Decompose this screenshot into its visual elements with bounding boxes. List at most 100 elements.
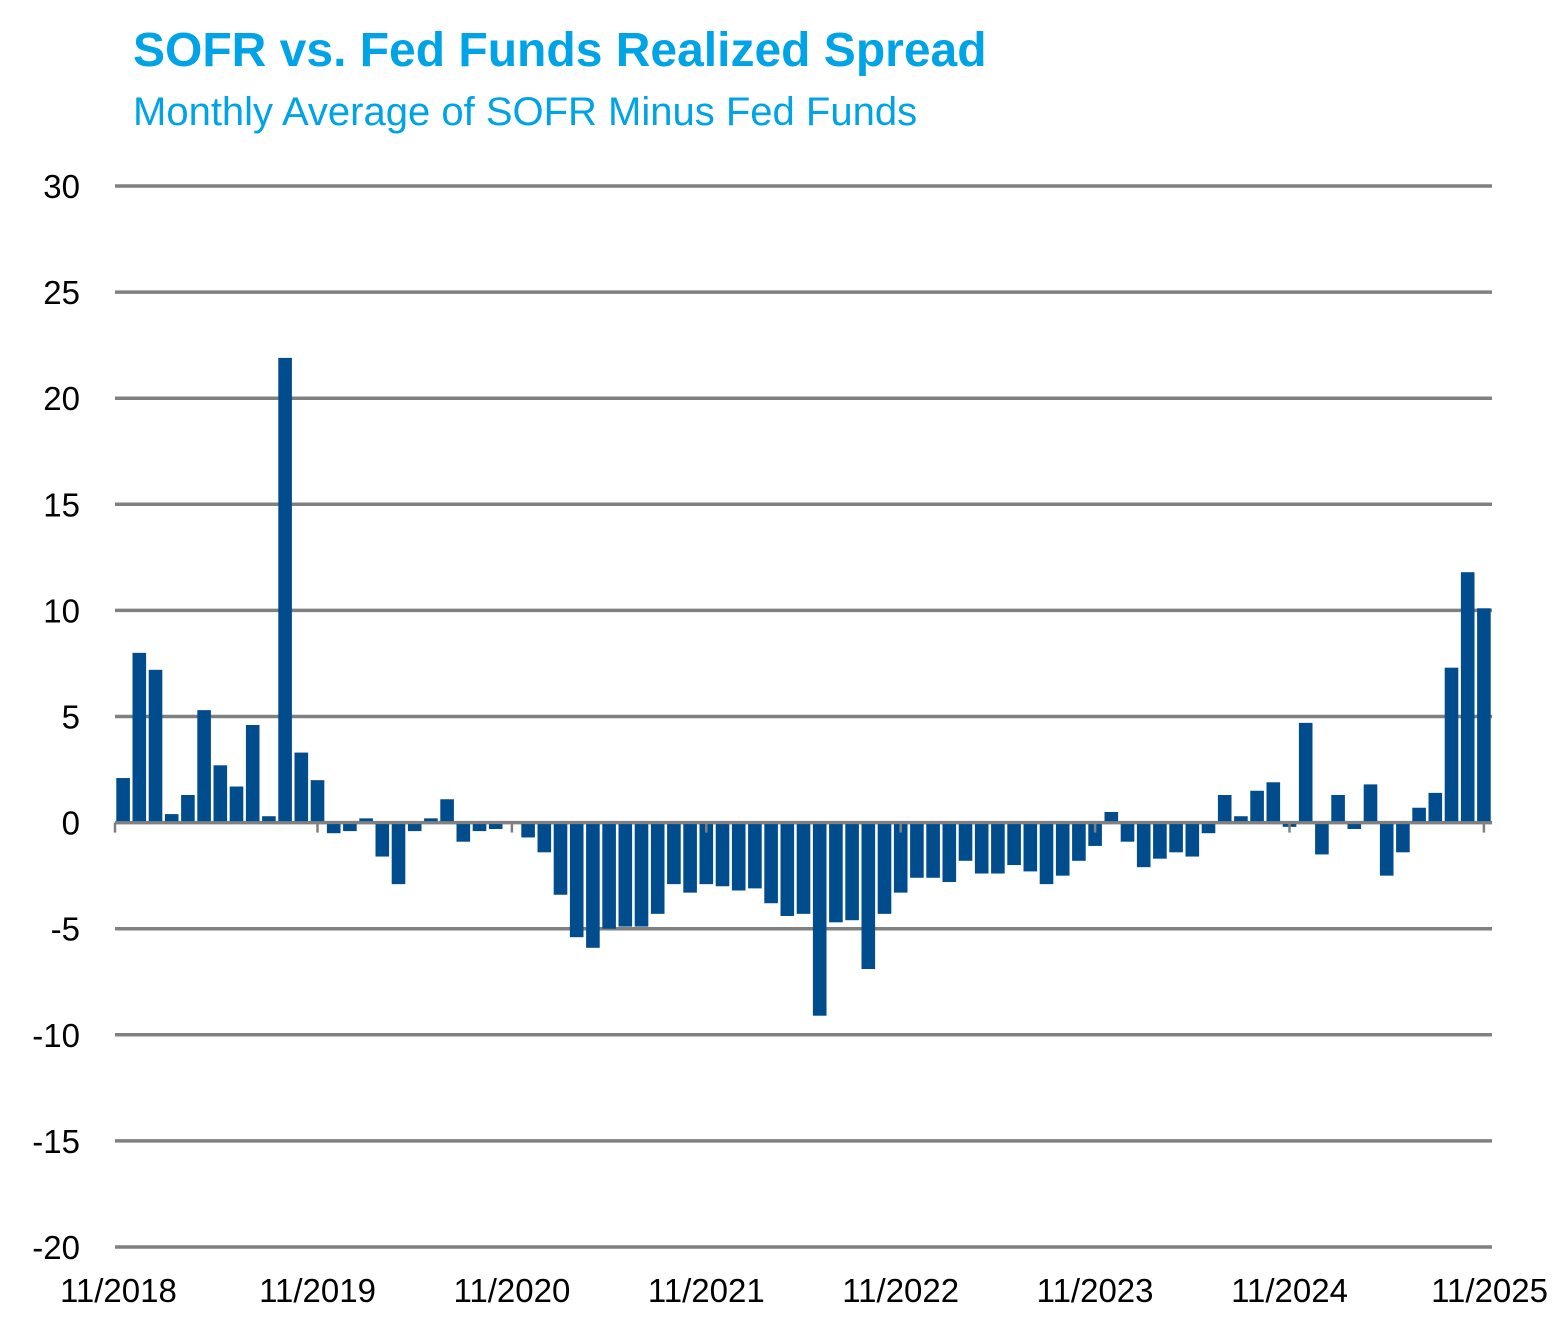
x-tick-label: 11/2024 bbox=[1231, 1272, 1348, 1309]
x-tick-label: 11/2021 bbox=[648, 1272, 765, 1309]
bar bbox=[1460, 572, 1475, 823]
bar bbox=[1412, 807, 1426, 823]
bar bbox=[245, 724, 260, 823]
y-tick-label: -20 bbox=[32, 1229, 80, 1266]
bar bbox=[1444, 667, 1459, 823]
x-tick-label: 11/2019 bbox=[259, 1272, 376, 1309]
bar bbox=[1136, 822, 1151, 868]
bar bbox=[602, 822, 616, 929]
bar bbox=[569, 822, 584, 938]
gridlines bbox=[115, 184, 1492, 1249]
bar bbox=[829, 822, 843, 923]
bar bbox=[164, 814, 179, 823]
bar bbox=[974, 822, 989, 874]
bar bbox=[731, 822, 746, 891]
y-axis-tick-labels: 30 25 20 15 10 5 0 -5 -10 -15 -20 bbox=[32, 168, 80, 1266]
y-tick-label: 0 bbox=[62, 805, 80, 842]
bar bbox=[262, 816, 276, 823]
bar bbox=[1234, 816, 1248, 823]
bar bbox=[375, 822, 390, 857]
bar bbox=[796, 822, 811, 914]
bar bbox=[748, 822, 762, 889]
bar bbox=[667, 822, 681, 885]
bar bbox=[537, 822, 552, 853]
bar bbox=[991, 822, 1005, 874]
bar bbox=[1347, 822, 1362, 829]
bar bbox=[1217, 795, 1232, 823]
x-axis-tick-labels: 11/2018 11/2019 11/2020 11/2021 11/2022 11/20… bbox=[60, 1272, 1548, 1309]
bar bbox=[1266, 782, 1281, 823]
y-tick-label: -10 bbox=[32, 1017, 80, 1054]
bar bbox=[521, 822, 535, 838]
x-tick-label: 11/2018 bbox=[60, 1272, 177, 1309]
bar bbox=[1153, 822, 1167, 859]
bar bbox=[1250, 790, 1264, 823]
y-tick-label: 20 bbox=[43, 380, 80, 417]
bar bbox=[391, 822, 406, 885]
bar bbox=[634, 822, 649, 927]
bar bbox=[586, 822, 600, 948]
bar bbox=[683, 822, 697, 893]
bar bbox=[1379, 822, 1394, 876]
bar bbox=[488, 822, 503, 829]
y-tick-label: 10 bbox=[43, 592, 80, 629]
bar bbox=[1039, 822, 1054, 885]
bar bbox=[553, 822, 568, 895]
bar bbox=[812, 822, 827, 1016]
bar bbox=[1298, 722, 1313, 823]
bar bbox=[1201, 822, 1216, 834]
bar bbox=[1072, 822, 1086, 861]
bar bbox=[116, 778, 130, 823]
bar bbox=[1120, 822, 1135, 842]
bar-series bbox=[116, 357, 1491, 1016]
bar bbox=[618, 822, 633, 927]
bar bbox=[845, 822, 859, 921]
bar bbox=[1185, 822, 1200, 857]
bar bbox=[424, 818, 438, 823]
bar bbox=[310, 780, 325, 823]
bar bbox=[1363, 784, 1378, 823]
y-tick-label: 30 bbox=[43, 168, 80, 205]
bar bbox=[294, 752, 309, 823]
x-tick-label: 11/2022 bbox=[842, 1272, 959, 1309]
bar bbox=[780, 822, 795, 916]
bar bbox=[910, 822, 924, 878]
y-tick-label: -5 bbox=[51, 911, 80, 948]
bar bbox=[343, 822, 357, 832]
bar bbox=[715, 822, 730, 887]
bar bbox=[197, 710, 211, 823]
y-tick-label: 25 bbox=[43, 274, 80, 311]
bar bbox=[650, 822, 665, 914]
y-tick-label: 5 bbox=[62, 699, 80, 736]
x-tick-label: 11/2025 bbox=[1431, 1272, 1548, 1309]
bar bbox=[958, 822, 973, 861]
bar bbox=[1169, 822, 1183, 853]
bar bbox=[326, 822, 341, 834]
bar bbox=[1007, 822, 1021, 866]
bar bbox=[1315, 822, 1329, 855]
x-axis bbox=[113, 821, 1492, 833]
bar bbox=[440, 799, 454, 823]
bar bbox=[359, 818, 373, 823]
bar bbox=[764, 822, 778, 904]
bar bbox=[926, 822, 940, 878]
y-tick-label: -15 bbox=[32, 1123, 80, 1160]
bar bbox=[1104, 811, 1119, 823]
chart-subtitle: Monthly Average of SOFR Minus Fed Funds bbox=[133, 90, 918, 134]
y-tick-label: 15 bbox=[43, 486, 80, 523]
bar bbox=[1088, 822, 1102, 846]
x-tick-label: 11/2023 bbox=[1037, 1272, 1154, 1309]
bar bbox=[1331, 795, 1345, 823]
bar bbox=[132, 652, 147, 823]
bar bbox=[229, 786, 244, 823]
bar bbox=[1396, 822, 1410, 853]
bar bbox=[1055, 822, 1070, 876]
chart-title: SOFR vs. Fed Funds Realized Spread bbox=[133, 24, 987, 77]
bar bbox=[148, 669, 163, 823]
bar bbox=[893, 822, 908, 893]
bar bbox=[877, 822, 892, 914]
bar bbox=[278, 357, 292, 823]
bar bbox=[213, 765, 228, 823]
bar bbox=[407, 822, 422, 832]
bar bbox=[1023, 822, 1038, 872]
